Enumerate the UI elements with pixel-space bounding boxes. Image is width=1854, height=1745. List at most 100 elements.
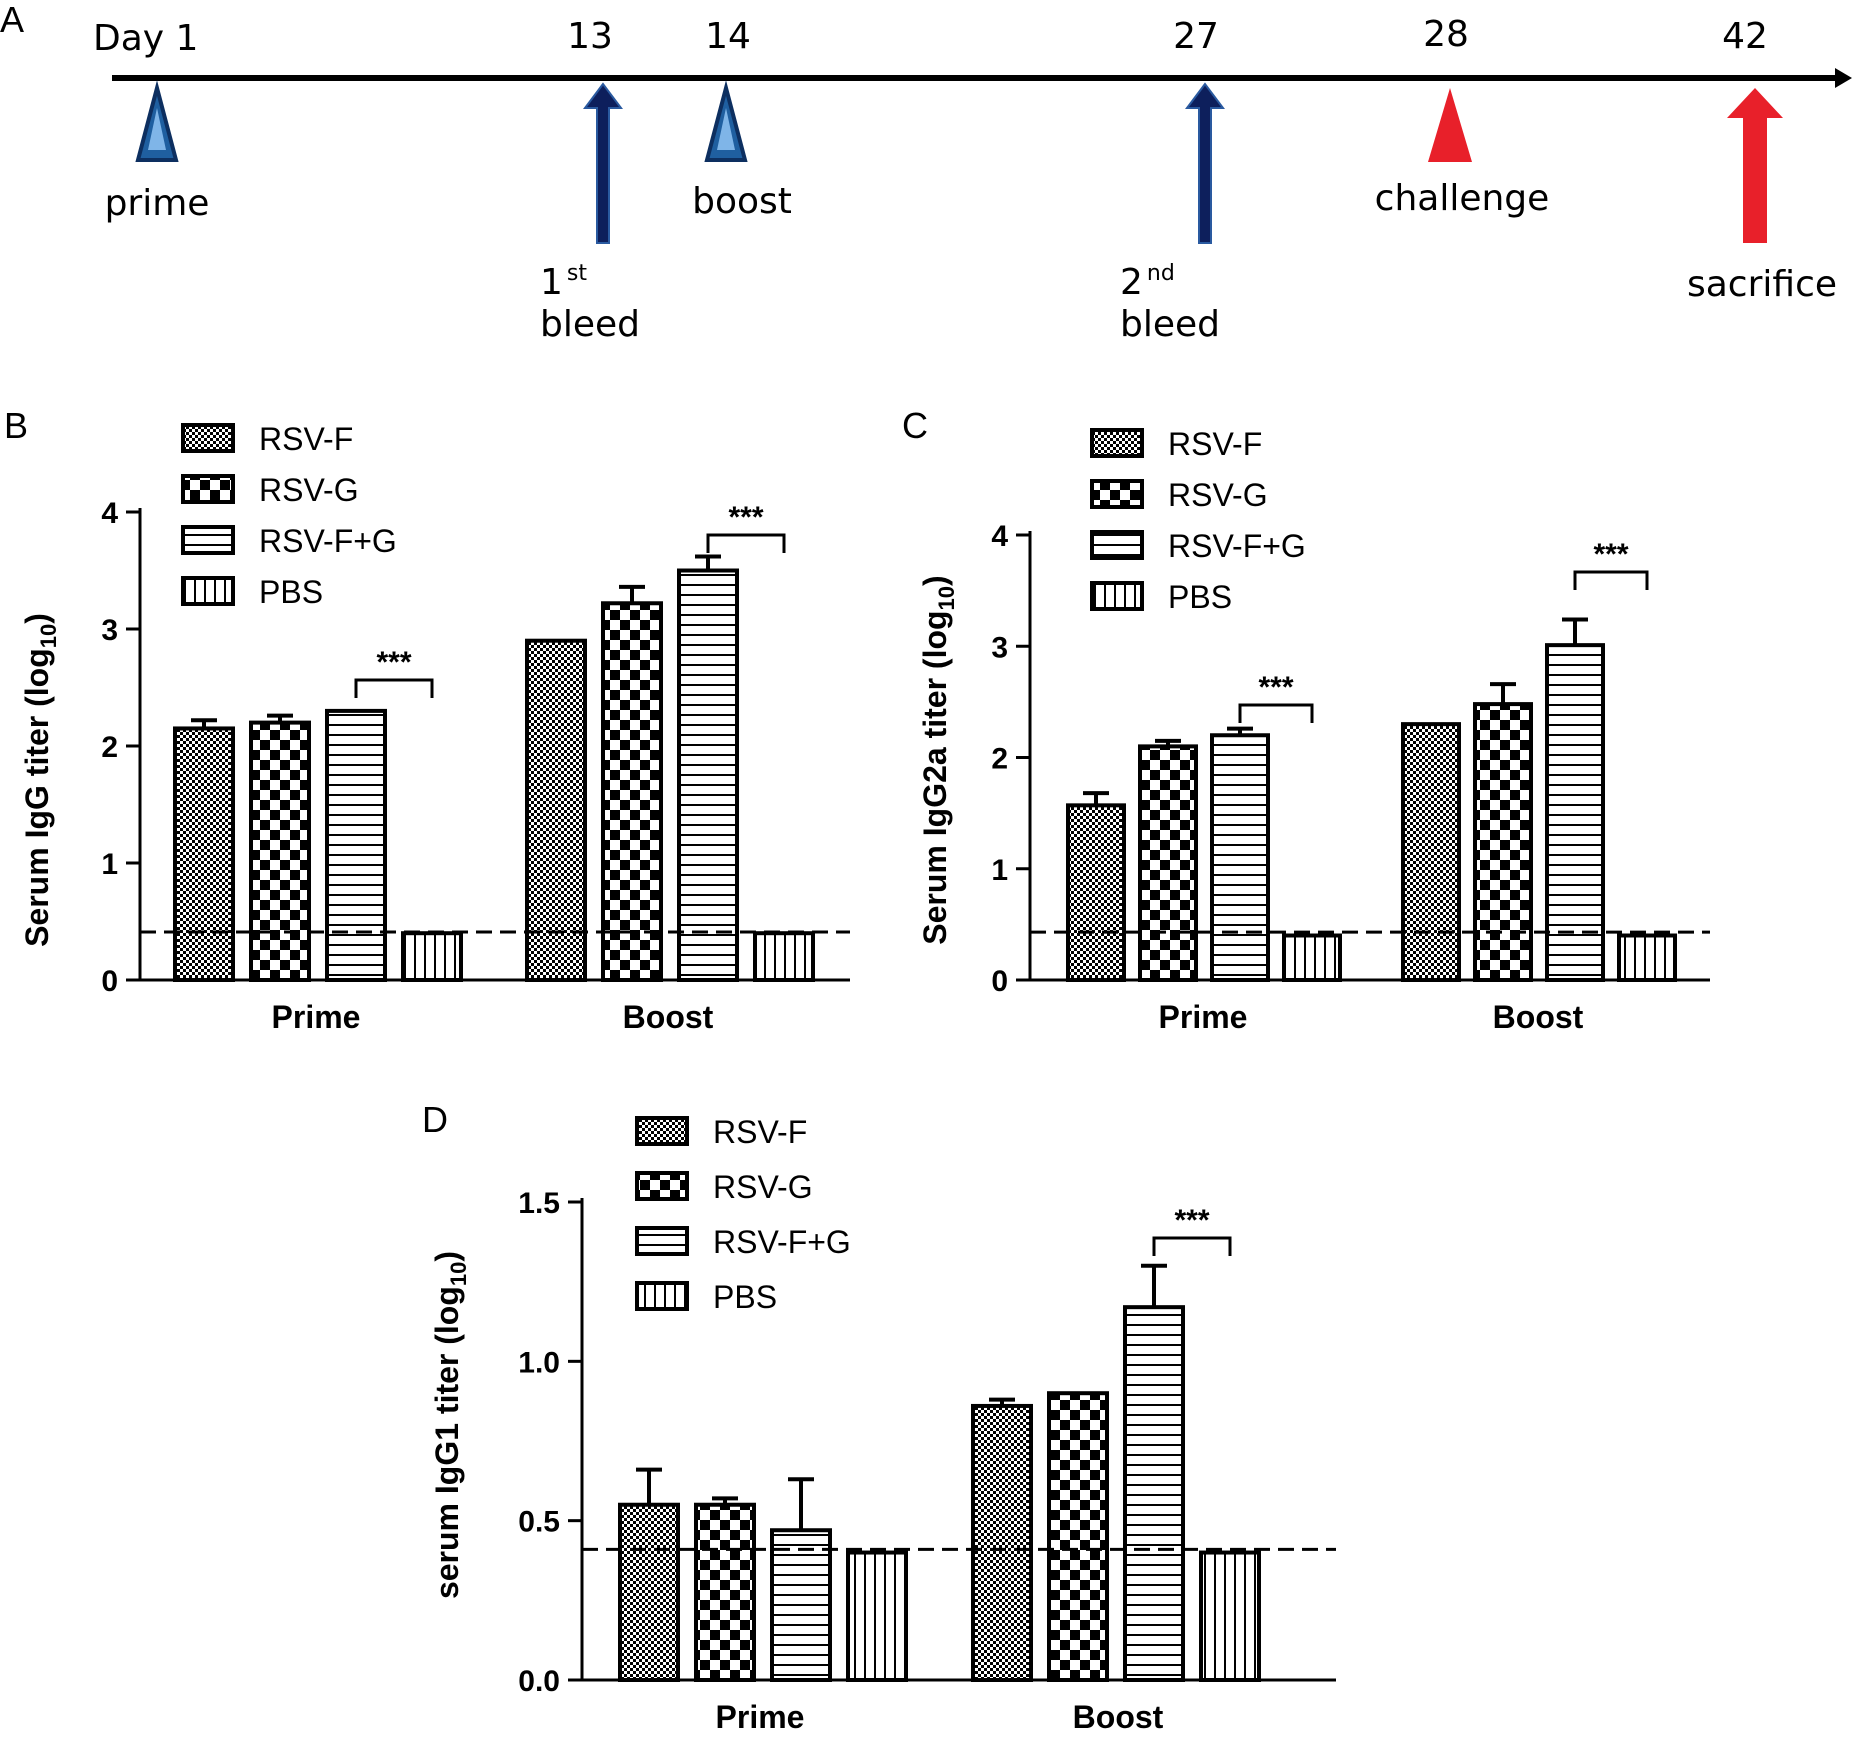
legend-swatch	[1090, 428, 1144, 458]
y-tick-label: 3	[991, 631, 1008, 664]
significance-label: ***	[376, 646, 411, 679]
y-tick-label: 0.0	[518, 1665, 560, 1698]
plot-area-c: 0 1 2 3 4 Prime Boost *** ***	[991, 520, 1710, 1035]
bar-rsv-f-prime	[173, 726, 235, 983]
timeline-tick-28: 28	[1423, 14, 1469, 55]
legend-swatch	[635, 1226, 689, 1256]
legend-label: RSV-F+G	[1168, 528, 1306, 564]
bar-rsv-f-g-prime	[325, 708, 387, 983]
timeline-tick-13: 13	[567, 16, 613, 57]
chart-panel-b: B RSV-F RSV-G RSV-F+G PBS Serum IgG titer (…	[4, 405, 850, 1035]
bar-rsv-f-g-boost	[677, 568, 739, 982]
legend-swatch	[1090, 581, 1144, 611]
bar-rsv-f-boost	[525, 638, 587, 982]
legend-swatch	[635, 1116, 689, 1146]
challenge-triangle-icon	[1428, 88, 1472, 162]
legend-d: RSV-F RSV-G RSV-F+G PBS	[635, 1114, 851, 1315]
legend-label: RSV-G	[713, 1169, 813, 1205]
chart-panel-c: C RSV-F RSV-G RSV-F+G PBS Serum IgG2a titer…	[902, 405, 1710, 1035]
significance-bracket	[1152, 1236, 1232, 1256]
y-tick-label: 0	[991, 965, 1008, 998]
legend-swatch	[635, 1171, 689, 1201]
x-category-label: Prime	[272, 999, 361, 1035]
legend-label: RSV-F	[1168, 426, 1262, 462]
second-bleed-label: bleed	[1120, 304, 1220, 345]
bar-pbs-prime	[846, 1550, 908, 1682]
y-tick-label: 1	[101, 848, 118, 881]
second-bleed-arrow-icon	[1185, 82, 1225, 244]
plot-area-d: 0.0 0.5 1.0 1.5 Prime Boost ***	[518, 1187, 1336, 1735]
legend-swatch	[181, 423, 235, 453]
panel-label-c: C	[902, 405, 928, 446]
bar-pbs-boost	[1617, 933, 1677, 982]
legend-swatch	[181, 525, 235, 555]
bar-rsv-g-boost	[1047, 1391, 1109, 1682]
y-tick-label: 4	[101, 497, 118, 530]
bar-rsv-g-boost	[601, 601, 663, 982]
bar-rsv-f-g-prime	[1210, 733, 1270, 982]
significance-bracket	[354, 678, 434, 698]
plot-area-b: 0 1 2 3 4 Prime Boost *** ***	[101, 497, 850, 1035]
first-bleed-label: bleed	[540, 304, 640, 345]
legend-b: RSV-F RSV-G RSV-F+G PBS	[181, 421, 397, 610]
timeline-arrowhead-icon	[1835, 68, 1852, 88]
bar-pbs-prime	[1282, 933, 1342, 982]
y-axis-label-c: Serum IgG2a titer (log10)	[917, 575, 959, 944]
x-category-label: Prime	[1159, 999, 1248, 1035]
bar-rsv-g-prime	[694, 1502, 756, 1682]
y-tick-label: 2	[991, 743, 1008, 776]
x-category-label: Boost	[1073, 1699, 1164, 1735]
bar-rsv-g-boost	[1473, 702, 1533, 982]
bar-pbs-prime	[401, 931, 463, 983]
sacrifice-arrow-icon	[1727, 88, 1783, 243]
legend-label: PBS	[259, 574, 323, 610]
bar-rsv-f-prime	[1066, 803, 1126, 983]
legend-label: RSV-G	[1168, 477, 1268, 513]
prime-triangle-highlight-icon	[148, 108, 166, 150]
y-axis-label-b: Serum IgG titer (log10)	[19, 613, 61, 947]
legend-swatch	[181, 576, 235, 606]
bar-rsv-g-prime	[249, 720, 311, 982]
panel-label-a: A	[0, 0, 24, 40]
significance-bracket	[1573, 570, 1649, 590]
prime-label: prime	[105, 183, 210, 224]
significance-bracket	[706, 533, 786, 553]
bar-rsv-f-g-boost	[1545, 643, 1605, 982]
y-tick-label: 1.5	[518, 1187, 560, 1220]
sacrifice-label: sacrifice	[1687, 264, 1837, 305]
bar-rsv-f-prime	[618, 1502, 680, 1682]
bar-rsv-g-prime	[1138, 744, 1198, 982]
bar-rsv-f-g-prime	[770, 1528, 832, 1683]
significance-label: ***	[1174, 1204, 1209, 1237]
legend-label: PBS	[713, 1279, 777, 1315]
legend-label: RSV-F+G	[713, 1224, 851, 1260]
y-tick-label: 1	[991, 854, 1008, 887]
y-tick-label: 1.0	[518, 1346, 560, 1379]
significance-label: ***	[1593, 538, 1628, 571]
timeline-tick-14: 14	[705, 16, 751, 57]
x-category-label: Boost	[1493, 999, 1584, 1035]
legend-swatch	[181, 474, 235, 504]
timeline-tick-day-1: Day 1	[93, 18, 198, 59]
bar-pbs-boost	[1199, 1550, 1261, 1682]
bar-rsv-f-boost	[1401, 722, 1461, 982]
y-tick-label: 3	[101, 614, 118, 647]
legend-label: RSV-F	[713, 1114, 807, 1150]
challenge-label: challenge	[1375, 178, 1550, 219]
legend-swatch	[1090, 530, 1144, 560]
first-bleed-arrow-icon	[583, 82, 623, 244]
y-tick-label: 0.5	[518, 1506, 560, 1539]
significance-label: ***	[728, 501, 763, 534]
boost-triangle-highlight-icon	[717, 108, 735, 150]
panel-label-b: B	[4, 405, 28, 446]
y-axis-label-d: serum IgG1 titer (log10)	[429, 1251, 471, 1599]
legend-swatch	[1090, 479, 1144, 509]
legend-label: PBS	[1168, 579, 1232, 615]
bar-rsv-f-g-boost	[1123, 1305, 1185, 1683]
legend-swatch	[635, 1281, 689, 1311]
legend-label: RSV-G	[259, 472, 359, 508]
significance-bracket	[1238, 703, 1314, 723]
